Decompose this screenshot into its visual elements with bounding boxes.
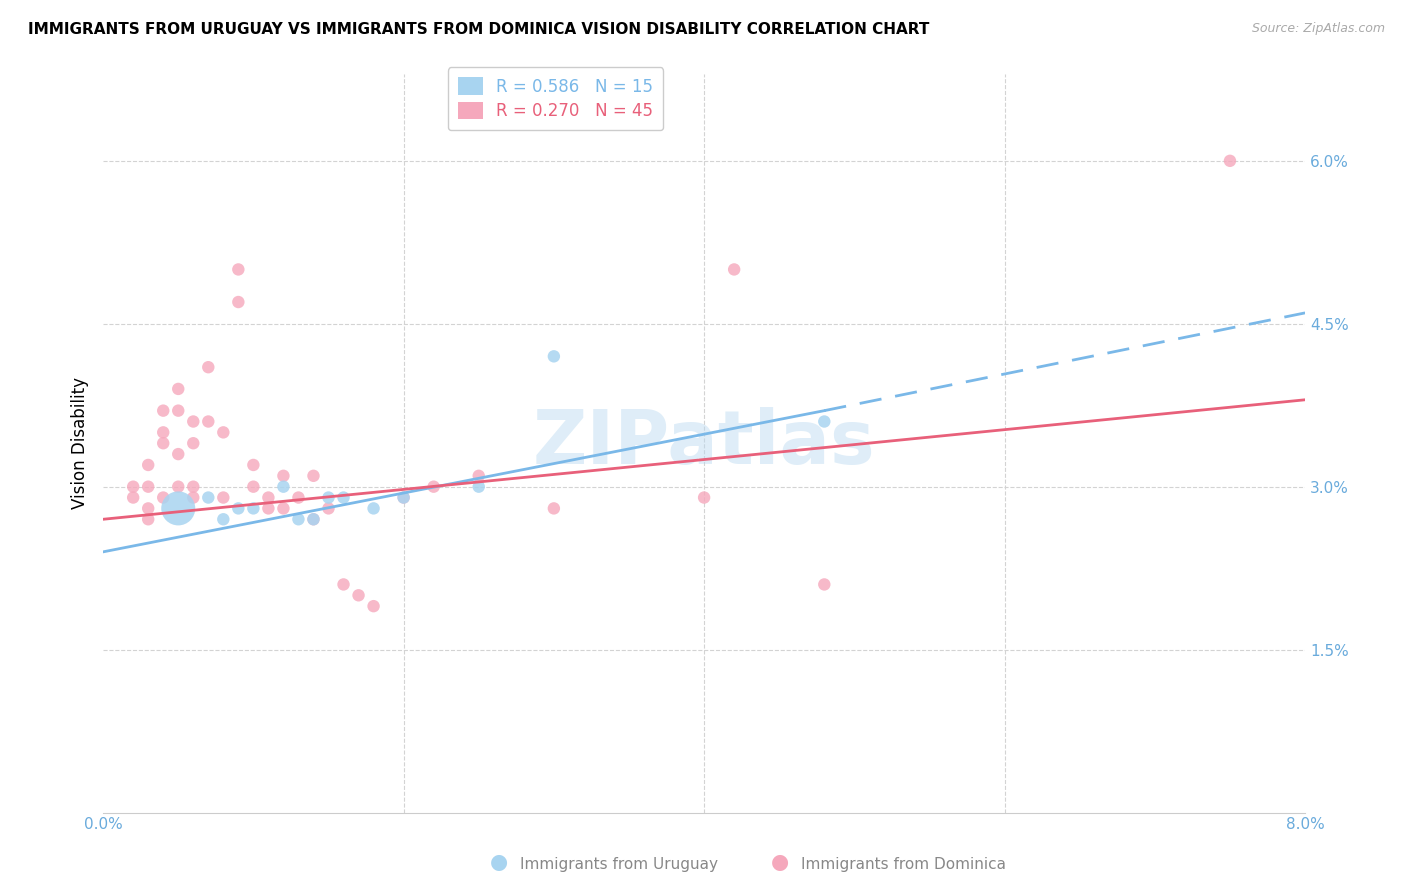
Point [813, 415, 835, 429]
Point [152, 403, 174, 417]
Point [332, 491, 354, 505]
Point [181, 491, 204, 505]
Point [287, 512, 309, 526]
Point [318, 491, 340, 505]
Text: Immigrants from Uruguay: Immigrants from Uruguay [520, 857, 718, 872]
Point [332, 577, 354, 591]
Point [302, 468, 325, 483]
Point [1219, 153, 1241, 168]
Point [197, 491, 219, 505]
Point [543, 501, 565, 516]
Point [392, 491, 415, 505]
Point [167, 501, 190, 516]
Point [167, 447, 190, 461]
Point [228, 295, 250, 310]
Point [136, 512, 159, 526]
Point [136, 501, 159, 516]
Point [467, 468, 489, 483]
Point [228, 501, 250, 516]
Point [467, 480, 489, 494]
Point [197, 360, 219, 375]
Point [152, 436, 174, 450]
Point [212, 512, 235, 526]
Point [122, 480, 145, 494]
Point [273, 480, 295, 494]
Point [181, 436, 204, 450]
Point [152, 425, 174, 440]
Point [363, 599, 385, 614]
Point [242, 480, 264, 494]
Text: ZIPatlas: ZIPatlas [533, 407, 876, 480]
Point [287, 491, 309, 505]
Point [136, 458, 159, 472]
Point [302, 512, 325, 526]
Point [136, 480, 159, 494]
Point [543, 349, 565, 363]
Point [228, 262, 250, 277]
Point [122, 491, 145, 505]
Point [318, 501, 340, 516]
Point [302, 512, 325, 526]
Point [813, 577, 835, 591]
Text: IMMIGRANTS FROM URUGUAY VS IMMIGRANTS FROM DOMINICA VISION DISABILITY CORRELATIO: IMMIGRANTS FROM URUGUAY VS IMMIGRANTS FR… [28, 22, 929, 37]
Text: Source: ZipAtlas.com: Source: ZipAtlas.com [1251, 22, 1385, 36]
Point [181, 480, 204, 494]
Point [257, 491, 280, 505]
Point [242, 501, 264, 516]
Point [273, 468, 295, 483]
Point [197, 415, 219, 429]
Point [152, 491, 174, 505]
Point [167, 382, 190, 396]
Point [167, 403, 190, 417]
Legend: R = 0.586   N = 15, R = 0.270   N = 45: R = 0.586 N = 15, R = 0.270 N = 45 [449, 68, 664, 130]
Point [347, 588, 370, 602]
Point [422, 480, 444, 494]
Point [257, 501, 280, 516]
Point [693, 491, 716, 505]
Point [392, 491, 415, 505]
Text: Immigrants from Dominica: Immigrants from Dominica [801, 857, 1007, 872]
Point [181, 415, 204, 429]
Text: ●: ● [491, 853, 508, 872]
Point [363, 501, 385, 516]
Point [167, 480, 190, 494]
Point [723, 262, 745, 277]
Point [212, 491, 235, 505]
Point [273, 501, 295, 516]
Point [242, 458, 264, 472]
Point [212, 425, 235, 440]
Y-axis label: Vision Disability: Vision Disability [72, 377, 89, 509]
Text: ●: ● [772, 853, 789, 872]
